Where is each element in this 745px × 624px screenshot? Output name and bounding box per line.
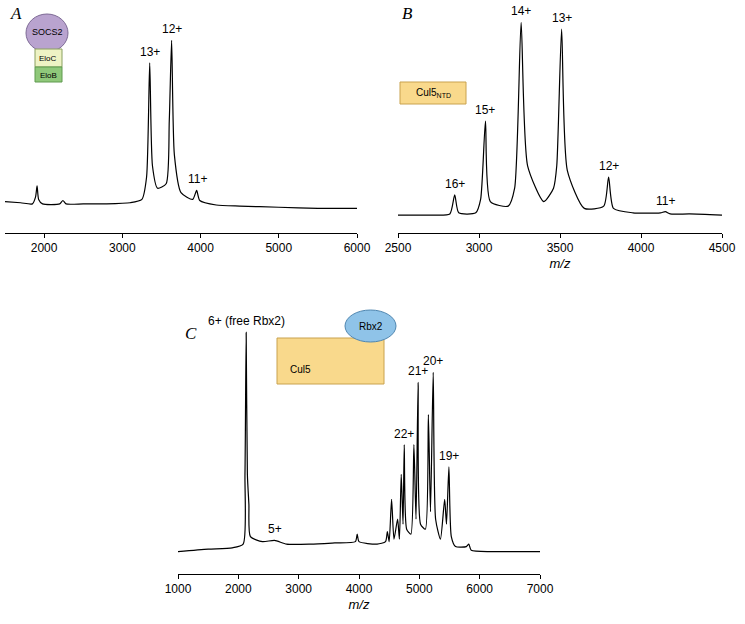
- svg-text:2000: 2000: [31, 241, 58, 255]
- svg-text:4000: 4000: [346, 582, 373, 596]
- svg-text:5000: 5000: [406, 582, 433, 596]
- svg-text:13+: 13+: [140, 45, 160, 59]
- svg-text:6+ (free Rbx2): 6+ (free Rbx2): [208, 314, 285, 328]
- svg-text:11+: 11+: [188, 172, 207, 186]
- svg-text:EloB: EloB: [40, 71, 57, 80]
- svg-text:4000: 4000: [187, 241, 214, 255]
- svg-text:C: C: [185, 324, 197, 343]
- svg-text:4000: 4000: [628, 241, 655, 255]
- svg-text:Cul5​NTD​: Cul5​NTD​: [416, 87, 451, 99]
- svg-text:15+: 15+: [475, 103, 495, 117]
- svg-text:Rbx2: Rbx2: [359, 321, 383, 332]
- svg-text:6000: 6000: [344, 241, 371, 255]
- svg-text:19+: 19+: [439, 449, 459, 463]
- svg-text:5000: 5000: [265, 241, 292, 255]
- svg-text:3500: 3500: [547, 241, 574, 255]
- svg-text:12+: 12+: [162, 22, 182, 36]
- svg-text:3000: 3000: [466, 241, 493, 255]
- svg-text:SOCS2: SOCS2: [32, 27, 63, 37]
- svg-text:A: A: [10, 4, 22, 23]
- svg-text:22+: 22+: [394, 427, 414, 441]
- svg-text:20+: 20+: [423, 354, 443, 368]
- svg-text:11+: 11+: [656, 194, 675, 208]
- svg-text:2500: 2500: [385, 241, 412, 255]
- svg-text:6000: 6000: [466, 582, 493, 596]
- svg-text:1000: 1000: [165, 582, 192, 596]
- svg-text:B: B: [402, 4, 413, 23]
- svg-text:3000: 3000: [109, 241, 136, 255]
- svg-text:14+: 14+: [511, 4, 531, 18]
- svg-text:m/z: m/z: [349, 597, 370, 612]
- svg-text:5+: 5+: [268, 522, 282, 536]
- svg-text:16+: 16+: [445, 177, 465, 191]
- svg-text:m/z: m/z: [550, 256, 571, 271]
- svg-text:2000: 2000: [225, 582, 252, 596]
- svg-text:21+: 21+: [408, 364, 428, 378]
- svg-text:4500: 4500: [709, 241, 736, 255]
- svg-text:Cul5: Cul5: [290, 364, 311, 375]
- svg-text:13+: 13+: [552, 11, 572, 25]
- svg-text:EloC: EloC: [39, 54, 57, 63]
- svg-text:12+: 12+: [599, 159, 619, 173]
- svg-text:7000: 7000: [527, 582, 554, 596]
- svg-text:3000: 3000: [285, 582, 312, 596]
